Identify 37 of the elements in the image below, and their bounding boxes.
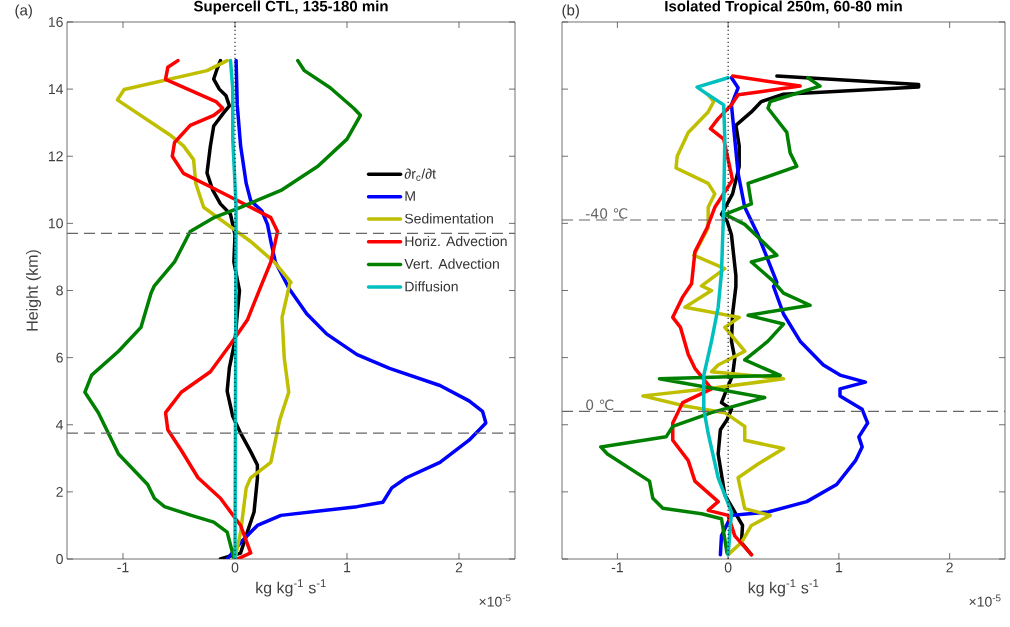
x-tick-label: 1 xyxy=(836,562,843,573)
legend-label: Vert. Advection xyxy=(404,258,499,269)
legend-label: Sedimentation xyxy=(404,213,493,224)
x-tick-label: 1 xyxy=(344,562,351,573)
chart-title: Supercell CTL, 135-180 min xyxy=(193,0,388,15)
ref-line-label: 0 ℃ xyxy=(586,399,614,411)
legend-label: Diffusion xyxy=(405,281,458,292)
line-series xyxy=(163,58,280,559)
x-tick-label: 2 xyxy=(946,562,953,573)
y-tick-label: 12 xyxy=(48,151,63,162)
x-tick-label: 2 xyxy=(455,562,463,573)
x-tick-label: 0 xyxy=(724,562,732,573)
x-axis-title: kg kg$^{-1}$ s$^{-1}$ xyxy=(748,579,819,597)
ref-line-label: -40 ℃ xyxy=(585,208,628,219)
y-tick-label: 0 xyxy=(56,554,63,564)
legend-label: Horiz. Advection xyxy=(405,235,507,247)
y-tick-label: 6 xyxy=(56,352,63,363)
text: (a) xyxy=(15,4,32,19)
y-tick-label: 2 xyxy=(56,486,63,497)
y-tick-label: 14 xyxy=(48,84,64,94)
chart-title: Isolated Tropical 250m, 60-80 min xyxy=(665,0,902,15)
line-series xyxy=(115,58,293,559)
x-axis-title: kg kg$^{-1}$ s$^{-1}$ xyxy=(256,579,326,597)
text: (b) xyxy=(562,4,579,19)
legend-label: M xyxy=(405,191,415,201)
y-axis-title: Height (km) xyxy=(26,250,42,331)
y-tick-label: 4 xyxy=(55,419,64,430)
y-tick-label: 8 xyxy=(56,285,63,296)
x-tick-label: 0 xyxy=(231,562,239,573)
x-tick-label: -1 xyxy=(611,562,623,573)
text: ×10$^{-5}$ xyxy=(969,594,1001,607)
text: ×10$^{-5}$ xyxy=(479,594,511,607)
x-tick-label: -1 xyxy=(117,562,129,573)
legend-label: ∂r$_{c}$/∂t xyxy=(404,168,436,181)
y-tick-label: 16 xyxy=(48,17,63,27)
line-series xyxy=(83,58,363,559)
y-tick-label: 10 xyxy=(48,218,63,229)
